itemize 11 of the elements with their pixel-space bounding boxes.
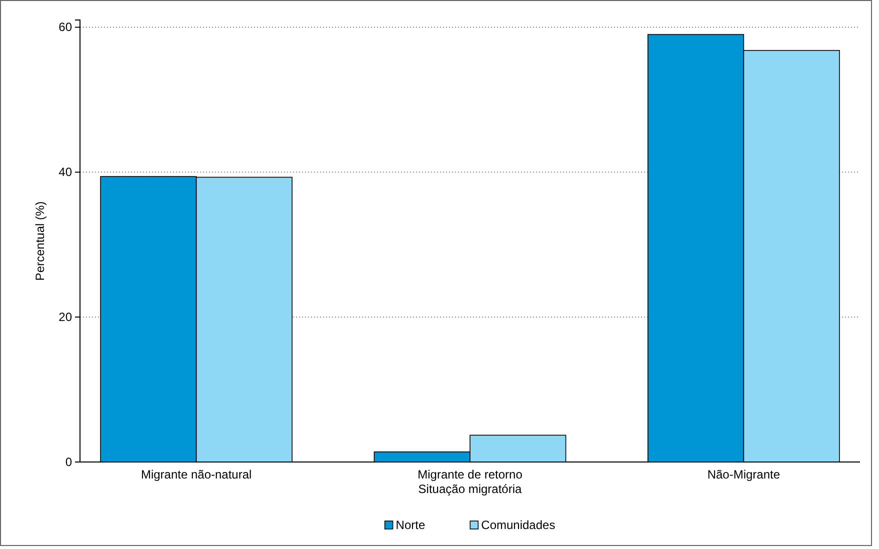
x-tick-label: Migrante de retorno [418,468,523,482]
y-axis-title: Percentual (%) [33,201,47,281]
legend-label: Comunidades [481,518,556,532]
y-tick-label: 0 [65,454,72,469]
y-tick-label: 40 [58,165,72,180]
x-axis-title: Situação migratória [418,482,522,496]
x-tick-label: Não-Migrante [707,468,780,482]
y-tick-label: 60 [58,20,72,34]
y-tick-label: 20 [58,310,72,324]
x-tick-label: Migrante não-natural [140,468,252,482]
legend-label: Norte [396,518,426,532]
